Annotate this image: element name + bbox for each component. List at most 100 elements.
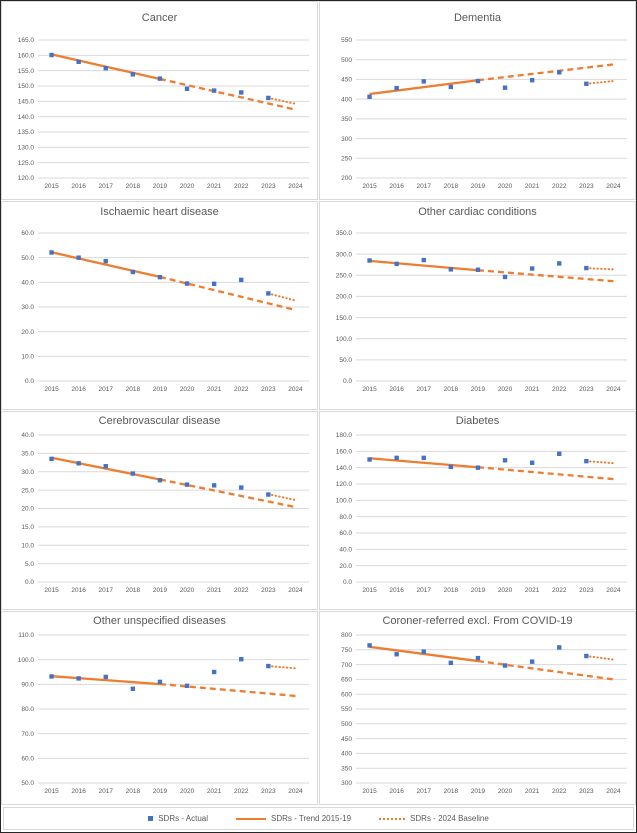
svg-text:2019: 2019: [471, 183, 486, 190]
svg-text:2016: 2016: [71, 386, 86, 393]
chart-panel-coroner-referred: Coroner-referred excl. From COVID-19 800…: [319, 611, 636, 805]
svg-text:2020: 2020: [498, 788, 513, 795]
svg-text:2023: 2023: [579, 386, 594, 393]
svg-text:25.0: 25.0: [21, 487, 34, 494]
svg-text:600: 600: [341, 691, 352, 698]
svg-text:0.0: 0.0: [25, 579, 34, 586]
svg-text:2019: 2019: [153, 183, 168, 190]
svg-text:2018: 2018: [444, 788, 459, 795]
svg-text:2024: 2024: [288, 788, 303, 795]
svg-text:35.0: 35.0: [21, 451, 34, 458]
svg-text:50.0: 50.0: [21, 780, 34, 787]
svg-text:2022: 2022: [552, 183, 567, 190]
other-unspecified-diseases-chart: 110.0 100.0 90.0 80.0 70.0 60.0 50.0 2015 2016 20…: [18, 632, 309, 795]
legend-label-baseline: SDRs - 2024 Baseline: [410, 814, 489, 823]
svg-text:2022: 2022: [552, 788, 567, 795]
svg-text:130.0: 130.0: [18, 145, 35, 152]
svg-text:2019: 2019: [471, 587, 486, 594]
chart-panel-cerebrovascular-disease: Cerebrovascular disease 40.0 35.0 30.0 25.0…: [1, 411, 318, 610]
svg-text:2018: 2018: [126, 386, 141, 393]
chart-title-dementia: Dementia: [453, 12, 502, 24]
svg-text:150.0: 150.0: [336, 315, 353, 322]
svg-text:300.0: 300.0: [336, 251, 353, 258]
svg-text:80.0: 80.0: [339, 514, 352, 521]
svg-text:2021: 2021: [207, 183, 222, 190]
svg-text:145.0: 145.0: [18, 99, 35, 106]
svg-text:400: 400: [341, 751, 352, 758]
chart-title-ischaemic-heart-disease: Ischaemic heart disease: [100, 206, 219, 218]
svg-text:2016: 2016: [389, 587, 404, 594]
svg-text:2018: 2018: [444, 183, 459, 190]
svg-text:2024: 2024: [606, 587, 621, 594]
svg-text:2022: 2022: [234, 788, 249, 795]
svg-text:2020: 2020: [180, 587, 195, 594]
svg-text:2021: 2021: [207, 386, 222, 393]
svg-text:2021: 2021: [207, 587, 222, 594]
svg-text:200: 200: [341, 175, 352, 182]
dementia-chart: 550 500 450 400 350 300 250 200 2015 2016 2017 2018…: [341, 37, 627, 190]
svg-text:2022: 2022: [234, 183, 249, 190]
svg-text:60.0: 60.0: [21, 756, 34, 763]
svg-text:550: 550: [341, 37, 352, 44]
svg-text:500: 500: [341, 721, 352, 728]
svg-text:350: 350: [341, 116, 352, 123]
svg-text:2017: 2017: [417, 386, 432, 393]
svg-text:125.0: 125.0: [18, 160, 35, 167]
cancer-chart: 165.0 160.0 155.0 150.0 145.0 140.0 135.0 130.0…: [18, 37, 309, 190]
svg-text:2017: 2017: [99, 788, 114, 795]
chart-panel-dementia: Dementia 550 500 450 400 350 300 250 200 2015 201…: [319, 1, 636, 200]
svg-text:2018: 2018: [126, 587, 141, 594]
svg-text:5.0: 5.0: [25, 561, 34, 568]
chart-title-other-unspecified-diseases: Other unspecified diseases: [93, 615, 226, 627]
svg-text:80.0: 80.0: [21, 706, 34, 713]
svg-text:40.0: 40.0: [21, 280, 34, 287]
svg-text:20.0: 20.0: [21, 506, 34, 513]
svg-text:2021: 2021: [525, 386, 540, 393]
svg-text:2016: 2016: [71, 183, 86, 190]
svg-text:2018: 2018: [444, 587, 459, 594]
svg-text:120.0: 120.0: [18, 175, 35, 182]
svg-text:50.0: 50.0: [339, 357, 352, 364]
svg-text:2016: 2016: [71, 788, 86, 795]
svg-text:40.0: 40.0: [21, 432, 34, 439]
svg-text:0.0: 0.0: [25, 378, 34, 385]
svg-text:2017: 2017: [99, 183, 114, 190]
svg-text:2020: 2020: [498, 386, 513, 393]
svg-text:450: 450: [341, 736, 352, 743]
chart-title-cerebrovascular-disease: Cerebrovascular disease: [98, 415, 221, 427]
svg-text:2021: 2021: [525, 183, 540, 190]
orange-dotted-line-icon: [379, 817, 406, 820]
svg-text:2021: 2021: [525, 587, 540, 594]
svg-text:2022: 2022: [234, 587, 249, 594]
svg-text:2023: 2023: [261, 183, 276, 190]
svg-text:2018: 2018: [444, 386, 459, 393]
svg-text:2019: 2019: [471, 788, 486, 795]
svg-text:155.0: 155.0: [18, 68, 35, 75]
svg-text:200.0: 200.0: [336, 294, 353, 301]
cerebrovascular-disease-chart: 40.0 35.0 30.0 25.0 20.0 15.0 10.0 5.0 0.0 2015 20…: [21, 432, 309, 594]
svg-text:2024: 2024: [288, 587, 303, 594]
svg-text:2017: 2017: [417, 183, 432, 190]
svg-text:700: 700: [341, 662, 352, 669]
svg-text:100.0: 100.0: [336, 336, 353, 343]
svg-text:70.0: 70.0: [21, 731, 34, 738]
svg-text:160.0: 160.0: [18, 53, 35, 60]
svg-text:2023: 2023: [261, 386, 276, 393]
svg-text:2017: 2017: [99, 386, 114, 393]
svg-text:2023: 2023: [579, 587, 594, 594]
svg-text:2021: 2021: [525, 788, 540, 795]
svg-text:750: 750: [341, 647, 352, 654]
svg-text:2024: 2024: [606, 183, 621, 190]
svg-text:2023: 2023: [261, 788, 276, 795]
svg-text:650: 650: [341, 677, 352, 684]
svg-text:20.0: 20.0: [339, 563, 352, 570]
svg-text:500: 500: [341, 57, 352, 64]
chart-title-other-cardiac-conditions: Other cardiac conditions: [418, 206, 537, 218]
chart-panel-cancer: Cancer 165.0 160.0 155.0 150.0 145.0 140.0 135…: [1, 1, 318, 200]
blue-square-marker-icon: [148, 816, 154, 821]
svg-text:100.0: 100.0: [336, 498, 353, 505]
svg-text:180.0: 180.0: [336, 432, 353, 439]
svg-text:2019: 2019: [153, 587, 168, 594]
svg-text:120.0: 120.0: [336, 481, 353, 488]
